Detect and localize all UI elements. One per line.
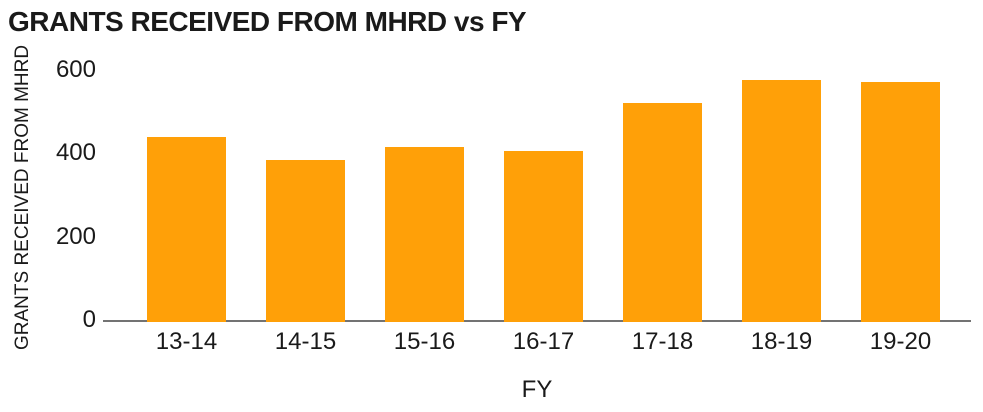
x-tick-label: 19-20 bbox=[869, 328, 932, 355]
x-tick-label: 13-14 bbox=[155, 328, 218, 355]
bar-19-20 bbox=[861, 82, 940, 322]
plot-area bbox=[103, 70, 971, 322]
x-tick-label: 18-19 bbox=[750, 328, 813, 355]
bar-16-17 bbox=[504, 151, 583, 322]
bar-17-18 bbox=[623, 103, 702, 322]
x-axis-tick-labels: 13-14 14-15 15-16 16-17 17-18 18-19 19-20 bbox=[103, 328, 971, 356]
bar-15-16 bbox=[385, 147, 464, 322]
y-tick-label: 200 bbox=[55, 222, 96, 250]
x-tick-label: 14-15 bbox=[274, 328, 337, 355]
bar-14-15 bbox=[266, 159, 345, 322]
bar-13-14 bbox=[147, 136, 226, 322]
chart-title: GRANTS RECEIVED FROM MHRD vs FY bbox=[8, 6, 527, 37]
y-tick-label: 600 bbox=[55, 56, 96, 83]
x-axis-title: FY bbox=[521, 376, 553, 403]
y-axis-tick-labels: 0 200 400 600 bbox=[0, 58, 96, 332]
bar-18-19 bbox=[742, 80, 821, 322]
x-tick-label: 15-16 bbox=[393, 328, 456, 355]
x-tick-label: 16-17 bbox=[512, 328, 575, 355]
y-tick-label: 0 bbox=[82, 306, 96, 333]
y-tick-label: 400 bbox=[55, 139, 96, 167]
x-tick-label: 17-18 bbox=[631, 328, 694, 355]
